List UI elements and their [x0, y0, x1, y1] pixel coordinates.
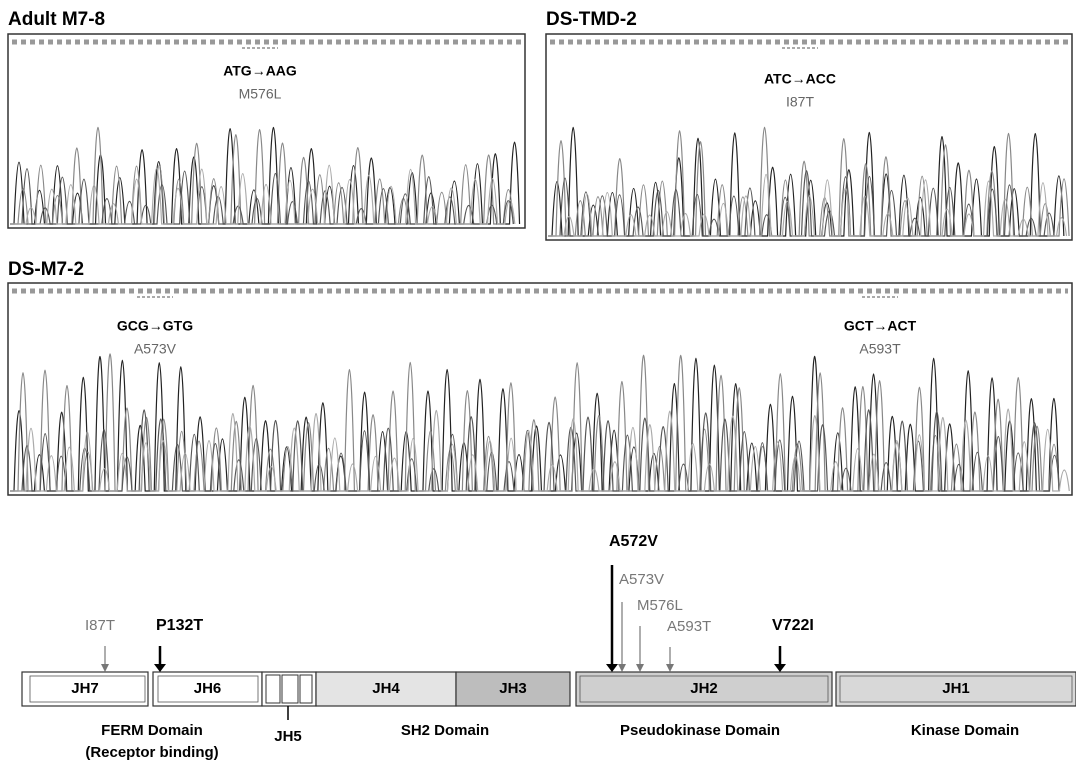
panel-title: DS-TMD-2	[546, 9, 637, 30]
mutation-label: V722I	[772, 617, 814, 634]
arrow-head	[774, 664, 786, 672]
arrow-head	[666, 664, 674, 672]
domain-note: (Receptor binding)	[85, 744, 218, 761]
protein-change: I87T	[786, 94, 814, 110]
domain-name: Kinase Domain	[911, 722, 1019, 739]
mutation-label: A573V	[619, 571, 664, 588]
segment-label: JH6	[194, 680, 222, 697]
jh5-box	[282, 675, 298, 703]
mutation-label: A593T	[667, 618, 711, 635]
jh5-box	[300, 675, 312, 703]
panel-title: DS-M7-2	[8, 259, 84, 280]
mutation-label: M576L	[637, 597, 683, 614]
arrow-head	[101, 664, 109, 672]
domain-name: FERM Domain	[101, 722, 203, 739]
mutation-label: A572V	[609, 533, 658, 550]
segment-label: JH4	[372, 680, 400, 697]
base-change: ATG→AAG	[223, 63, 297, 79]
arrow-head	[636, 664, 644, 672]
chromatogram-box	[546, 34, 1072, 240]
base-change: GCT→ACT	[844, 318, 917, 334]
mutation-label: P132T	[156, 617, 203, 634]
panel-title: Adult M7-8	[8, 9, 105, 30]
domain-name: SH2 Domain	[401, 722, 489, 739]
segment-label: JH2	[690, 680, 718, 697]
base-change: GCG→GTG	[117, 318, 193, 334]
segment-label: JH7	[71, 680, 99, 697]
jh5-box	[266, 675, 280, 703]
arrow-head	[154, 664, 166, 672]
base-change: ATC→ACC	[764, 71, 836, 87]
domain-name: Pseudokinase Domain	[620, 722, 780, 739]
protein-change: A593T	[859, 341, 901, 357]
figure: Adult M7-8 ATG→AAG M576L DS-TMD-2 ATC→ACC I87…	[0, 0, 1076, 768]
arrow-head	[606, 664, 618, 672]
arrow-head	[618, 664, 626, 672]
mutation-label: I87T	[85, 617, 115, 634]
segment-label: JH5	[274, 728, 302, 745]
protein-change: M576L	[239, 86, 282, 102]
protein-change: A573V	[134, 341, 177, 357]
segment-label: JH1	[942, 680, 970, 697]
segment-label: JH3	[499, 680, 527, 697]
